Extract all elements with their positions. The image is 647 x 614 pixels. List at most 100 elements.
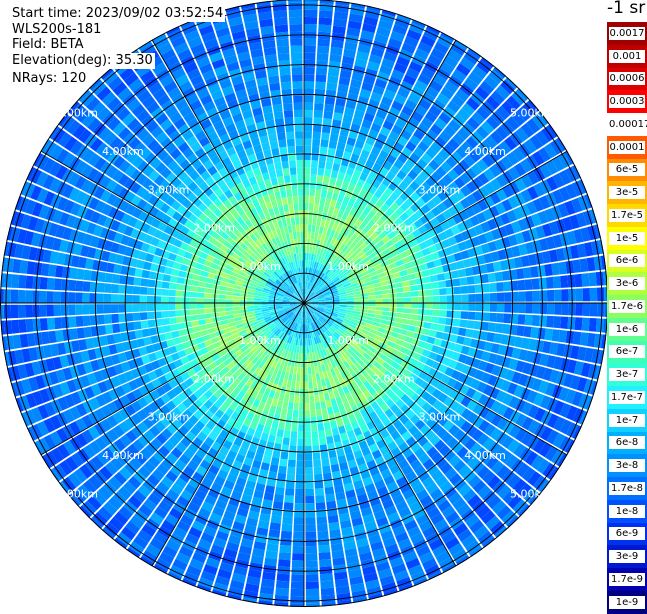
gate-cell bbox=[39, 305, 47, 317]
gate-cell bbox=[502, 324, 510, 334]
gate-cell bbox=[304, 96, 314, 103]
gate-cell bbox=[518, 291, 525, 301]
gate-cell bbox=[306, 589, 320, 597]
gate-cell bbox=[84, 270, 92, 281]
gate-cell bbox=[468, 294, 475, 302]
gate-cell bbox=[329, 141, 338, 149]
gate-cell bbox=[354, 297, 361, 300]
gate-cell bbox=[271, 515, 282, 523]
gate-cell bbox=[140, 304, 147, 312]
gate-cell bbox=[97, 293, 104, 303]
gate-cell bbox=[347, 300, 354, 302]
gate-cell bbox=[312, 139, 320, 147]
gate-cell bbox=[547, 290, 554, 302]
gate-cell bbox=[326, 83, 337, 91]
gate-cell bbox=[589, 318, 597, 332]
gate-cell bbox=[417, 315, 425, 321]
gate-cell bbox=[394, 322, 402, 328]
gate-cell bbox=[306, 253, 309, 260]
gate-cell bbox=[582, 318, 590, 332]
gate-cell bbox=[312, 438, 319, 446]
gate-cell bbox=[459, 277, 467, 285]
gate-cell bbox=[276, 581, 290, 589]
gate-cell bbox=[465, 267, 474, 276]
gate-cell bbox=[281, 531, 292, 539]
gate-cell bbox=[204, 298, 211, 303]
gate-cell bbox=[296, 460, 304, 467]
gate-cell bbox=[327, 407, 334, 415]
gate-cell bbox=[61, 279, 69, 291]
gate-cell bbox=[296, 374, 300, 381]
gate-cell bbox=[276, 198, 282, 206]
gate-cell bbox=[275, 436, 283, 444]
gate-cell bbox=[368, 296, 375, 300]
gate-cell bbox=[140, 287, 148, 295]
gate-cell bbox=[83, 281, 91, 292]
gate-cell bbox=[422, 270, 430, 277]
gate-cell bbox=[69, 268, 78, 280]
gate-cell bbox=[286, 416, 292, 424]
gate-cell bbox=[539, 278, 547, 290]
gate-cell bbox=[299, 403, 304, 410]
gate-cell bbox=[324, 422, 331, 430]
gate-cell bbox=[149, 271, 157, 279]
gate-cell bbox=[495, 323, 503, 333]
gate-cell bbox=[418, 309, 426, 315]
gate-cell bbox=[293, 410, 299, 418]
gate-cell bbox=[304, 124, 312, 131]
gate-cell bbox=[111, 304, 118, 313]
gate-cell bbox=[317, 516, 328, 524]
gate-cell bbox=[197, 293, 204, 298]
gate-cell bbox=[324, 104, 334, 112]
gate-cell bbox=[304, 81, 314, 88]
gate-cell bbox=[199, 324, 207, 330]
gate-cell bbox=[424, 283, 432, 290]
gate-cell bbox=[75, 293, 82, 304]
gate-cell bbox=[254, 306, 261, 309]
gate-cell bbox=[325, 198, 331, 206]
gate-cell bbox=[307, 346, 310, 353]
gate-cell bbox=[192, 326, 200, 333]
gate-cell bbox=[309, 396, 314, 404]
gate-cell bbox=[574, 274, 582, 287]
gate-cell bbox=[437, 273, 445, 281]
gate-cell bbox=[581, 273, 589, 287]
gate-cell bbox=[315, 189, 321, 197]
gate-cell bbox=[454, 303, 461, 310]
gate-cell bbox=[273, 414, 280, 422]
gate-cell bbox=[397, 298, 404, 303]
gate-cell bbox=[530, 266, 539, 278]
gate-cell bbox=[319, 394, 325, 402]
gate-cell bbox=[438, 281, 446, 288]
gate-cell bbox=[226, 307, 233, 311]
gate-cell bbox=[11, 274, 19, 288]
gate-cell bbox=[321, 132, 330, 140]
gate-cell bbox=[467, 276, 475, 285]
gate-cell bbox=[435, 266, 443, 274]
gate-cell bbox=[190, 309, 198, 315]
gate-cell bbox=[40, 318, 48, 331]
gate-cell bbox=[54, 317, 62, 329]
gate-cell bbox=[404, 308, 411, 313]
gate-cell bbox=[61, 317, 69, 329]
gate-cell bbox=[275, 407, 282, 415]
gate-cell bbox=[411, 297, 418, 302]
gate-cell bbox=[318, 24, 331, 32]
gate-cell bbox=[296, 475, 304, 482]
gate-cell bbox=[504, 292, 511, 302]
gate-cell bbox=[546, 277, 554, 289]
gate-cell bbox=[204, 304, 211, 309]
gate-cell bbox=[177, 323, 185, 330]
gate-cell bbox=[291, 582, 304, 589]
gate-cell bbox=[269, 170, 277, 178]
gate-cell bbox=[318, 39, 331, 47]
gate-cell bbox=[537, 265, 546, 277]
gate-cell bbox=[291, 381, 296, 389]
gate-cell bbox=[305, 460, 313, 467]
gate-cell bbox=[305, 489, 314, 496]
gate-cell bbox=[468, 303, 475, 311]
gate-cell bbox=[517, 280, 525, 291]
gate-cell bbox=[309, 203, 314, 211]
gate-cell bbox=[454, 295, 461, 302]
